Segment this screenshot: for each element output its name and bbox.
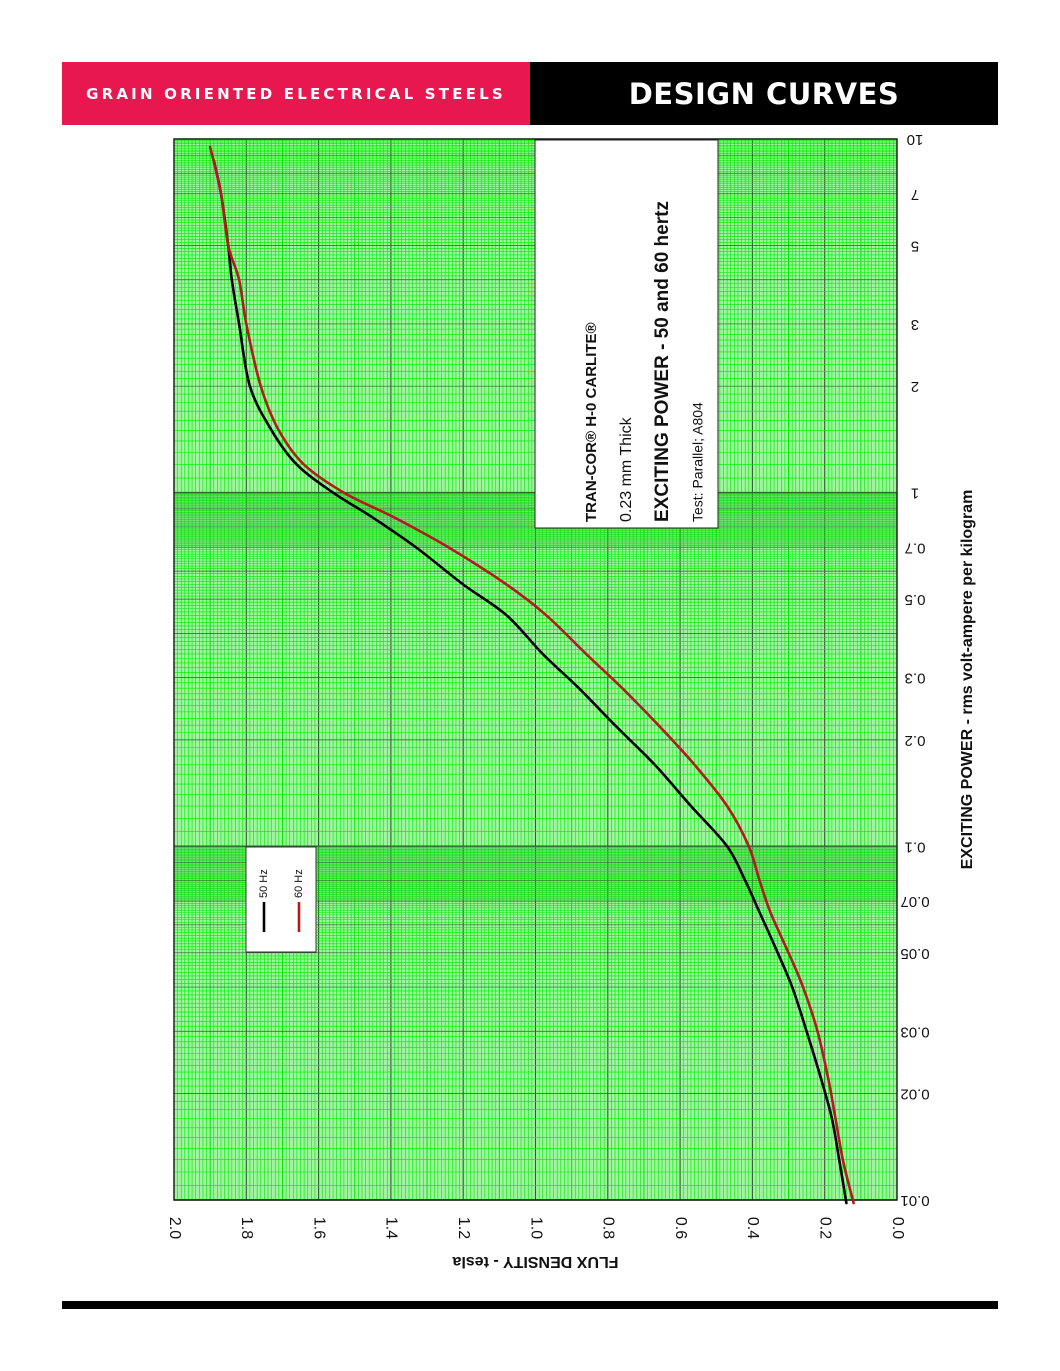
page-title: DESIGN CURVES (628, 76, 900, 111)
header-right-banner: DESIGN CURVES (530, 62, 998, 125)
curves (208, 145, 855, 1205)
y-tick-label: 1.6 (310, 1217, 327, 1239)
section-title: GRAIN ORIENTED ELECTRICAL STEELS (86, 84, 506, 103)
legend-frame (245, 846, 317, 953)
x-axis-title: EXCITING POWER - rms volt-ampere per kil… (959, 490, 976, 870)
x-tick-label: 0.3 (905, 670, 926, 687)
y-tick-label: 1.0 (527, 1217, 544, 1239)
legend-label-1: 60 Hz (293, 869, 305, 898)
plot-border (173, 138, 898, 1201)
x-tick-label: 0.02 (900, 1086, 929, 1103)
legend: 50 Hz 60 Hz (245, 846, 317, 953)
y-tick-label: 0.4 (744, 1217, 761, 1239)
y-tick-label: 2.0 (166, 1217, 183, 1239)
header-left-banner: GRAIN ORIENTED ELECTRICAL STEELS (62, 62, 530, 125)
x-tick-label: 1 (911, 485, 919, 502)
x-tick-label: 10 (907, 131, 924, 148)
x-tick-label: 0.01 (900, 1192, 929, 1209)
y-tick-label: 0.8 (600, 1217, 617, 1239)
axes: 0.01 0.02 0.03 0.05 0.07 0.1 0.2 0.3 0.5 0.7 1 2 3 5 7… (166, 131, 976, 1270)
y-tick-label: 0.0 (889, 1217, 906, 1239)
x-tick-label: 3 (911, 316, 919, 333)
info-line3: EXCITING POWER - 50 and 60 hertz (652, 201, 673, 522)
info-line2: 0.23 mm Thick (618, 416, 635, 522)
footer-rule (62, 1301, 998, 1309)
y-axis-title: FLUX DENSITY - tesla (452, 1253, 618, 1270)
y-tick-label: 0.6 (672, 1217, 689, 1239)
info-box: TRAN-COR® H-0 CARLITE® 0.23 mm Thick EXCIT… (534, 139, 719, 529)
x-tick-label: 7 (911, 186, 919, 203)
x-tick-label: 0.5 (905, 591, 926, 608)
series-line-60-hz (208, 145, 855, 1205)
x-tick-label: 0.2 (905, 732, 926, 749)
info-line1: TRAN-COR® H-0 CARLITE® (583, 322, 600, 522)
x-tick-label: 0.05 (900, 945, 929, 962)
x-tick-label: 0.7 (905, 539, 926, 556)
series-line-50-hz (212, 159, 848, 1205)
y-tick-label: 1.4 (383, 1217, 400, 1239)
x-tick-label: 2 (911, 378, 919, 395)
y-tick-label: 0.2 (816, 1217, 833, 1239)
info-box-frame (534, 139, 719, 529)
legend-label-0: 50 Hz (258, 869, 270, 898)
x-tick-label: 0.1 (905, 838, 926, 855)
y-tick-label: 1.2 (455, 1217, 472, 1239)
y-tick-label: 1.8 (238, 1217, 255, 1239)
x-tick-label: 5 (911, 237, 919, 254)
x-tick-label: 0.03 (900, 1023, 929, 1040)
x-tick-label: 0.07 (900, 893, 929, 910)
info-line4: Test: Parallel; A804 (690, 402, 706, 522)
